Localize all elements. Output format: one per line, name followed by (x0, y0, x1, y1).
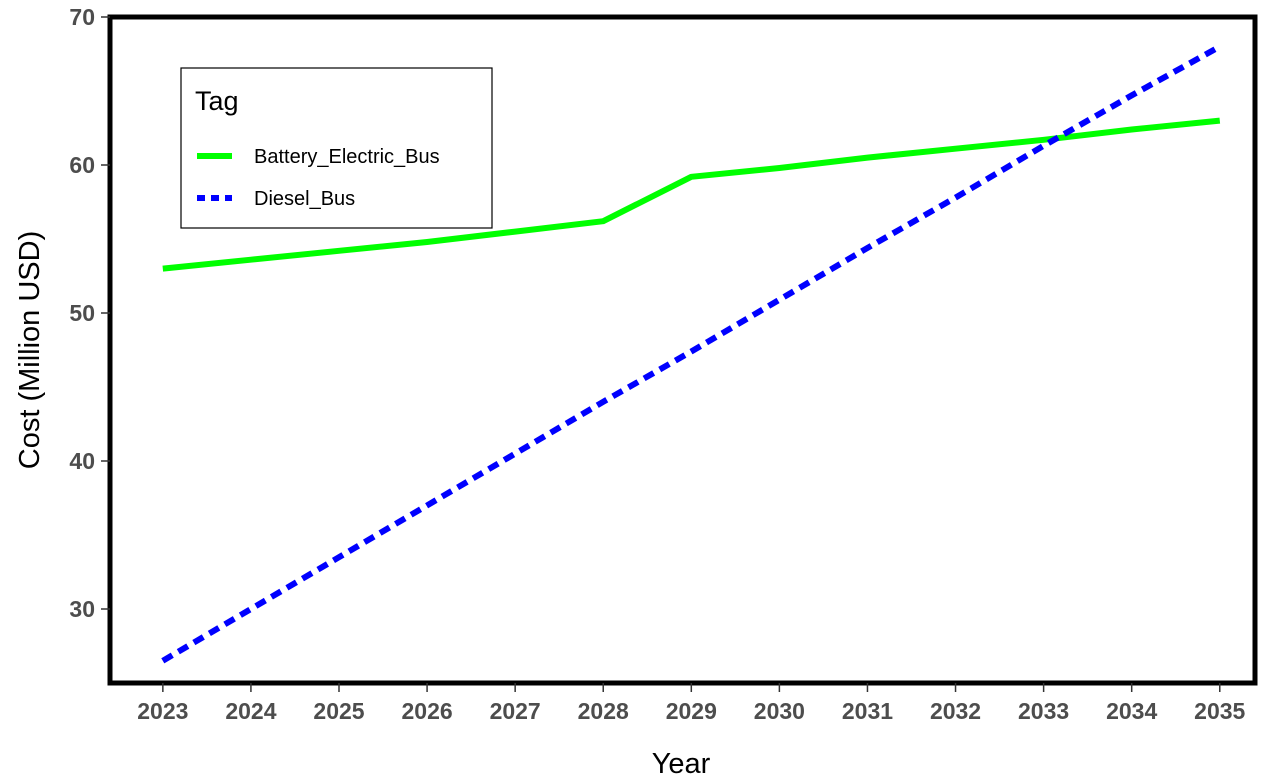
x-tick-label: 2033 (1018, 698, 1069, 724)
series-line-battery-electric-bus (162, 117, 1221, 272)
data-point (248, 257, 253, 262)
x-tick-label: 2026 (401, 698, 452, 724)
y-axis-title: Cost (Million USD) (14, 231, 46, 469)
plot-marks (160, 43, 1222, 664)
data-point (513, 451, 518, 456)
x-axis-title: Year (652, 748, 711, 780)
legend-items: Battery_Electric_Bus Diesel_Bus (197, 146, 440, 210)
data-point (777, 165, 782, 170)
data-point (337, 248, 342, 253)
data-point (777, 297, 782, 302)
legend-title: Tag (195, 86, 239, 116)
data-point (425, 503, 430, 508)
x-axis: 2023 2024 2025 2026 2027 2028 2029 2030 2031 2032… (137, 683, 1246, 724)
data-point (1217, 118, 1222, 123)
data-point (1041, 143, 1046, 148)
data-point (1217, 44, 1222, 49)
x-tick-label: 2025 (313, 698, 364, 724)
data-point (425, 239, 430, 244)
series-line-diesel-bus (161, 43, 1222, 664)
x-tick-label: 2034 (1106, 698, 1157, 724)
x-tick-label: 2028 (578, 698, 629, 724)
data-point (1129, 93, 1134, 98)
legend-label: Battery_Electric_Bus (254, 146, 440, 168)
data-point (601, 399, 606, 404)
data-point (513, 229, 518, 234)
data-point (160, 266, 165, 271)
plot-panel-border (107, 14, 1258, 686)
x-tick-label: 2027 (490, 698, 541, 724)
x-tick-label: 2023 (137, 698, 188, 724)
legend-label: Diesel_Bus (254, 188, 355, 210)
legend: Tag Battery_Electric_Bus Diesel_Bus (180, 67, 493, 229)
data-point (248, 607, 253, 612)
x-tick-label: 2024 (225, 698, 276, 724)
data-point (601, 219, 606, 224)
data-point (953, 195, 958, 200)
y-tick-label: 50 (69, 300, 95, 326)
x-tick-label: 2029 (666, 698, 717, 724)
data-point (1041, 137, 1046, 142)
data-point (1129, 127, 1134, 132)
x-tick-label: 2032 (930, 698, 981, 724)
y-tick-label: 40 (69, 448, 95, 474)
data-point (953, 146, 958, 151)
data-point (689, 349, 694, 354)
y-tick-label: 60 (69, 152, 95, 178)
data-point (865, 155, 870, 160)
data-point (160, 658, 165, 663)
data-point (865, 245, 870, 250)
y-tick-label: 30 (69, 596, 95, 622)
x-tick-label: 2035 (1194, 698, 1245, 724)
data-point (689, 174, 694, 179)
legend-box (180, 67, 493, 229)
y-axis: 30 40 50 60 70 (69, 4, 110, 622)
x-tick-label: 2031 (842, 698, 893, 724)
y-tick-label: 70 (69, 4, 95, 30)
x-tick-label: 2030 (754, 698, 805, 724)
data-point (337, 555, 342, 560)
